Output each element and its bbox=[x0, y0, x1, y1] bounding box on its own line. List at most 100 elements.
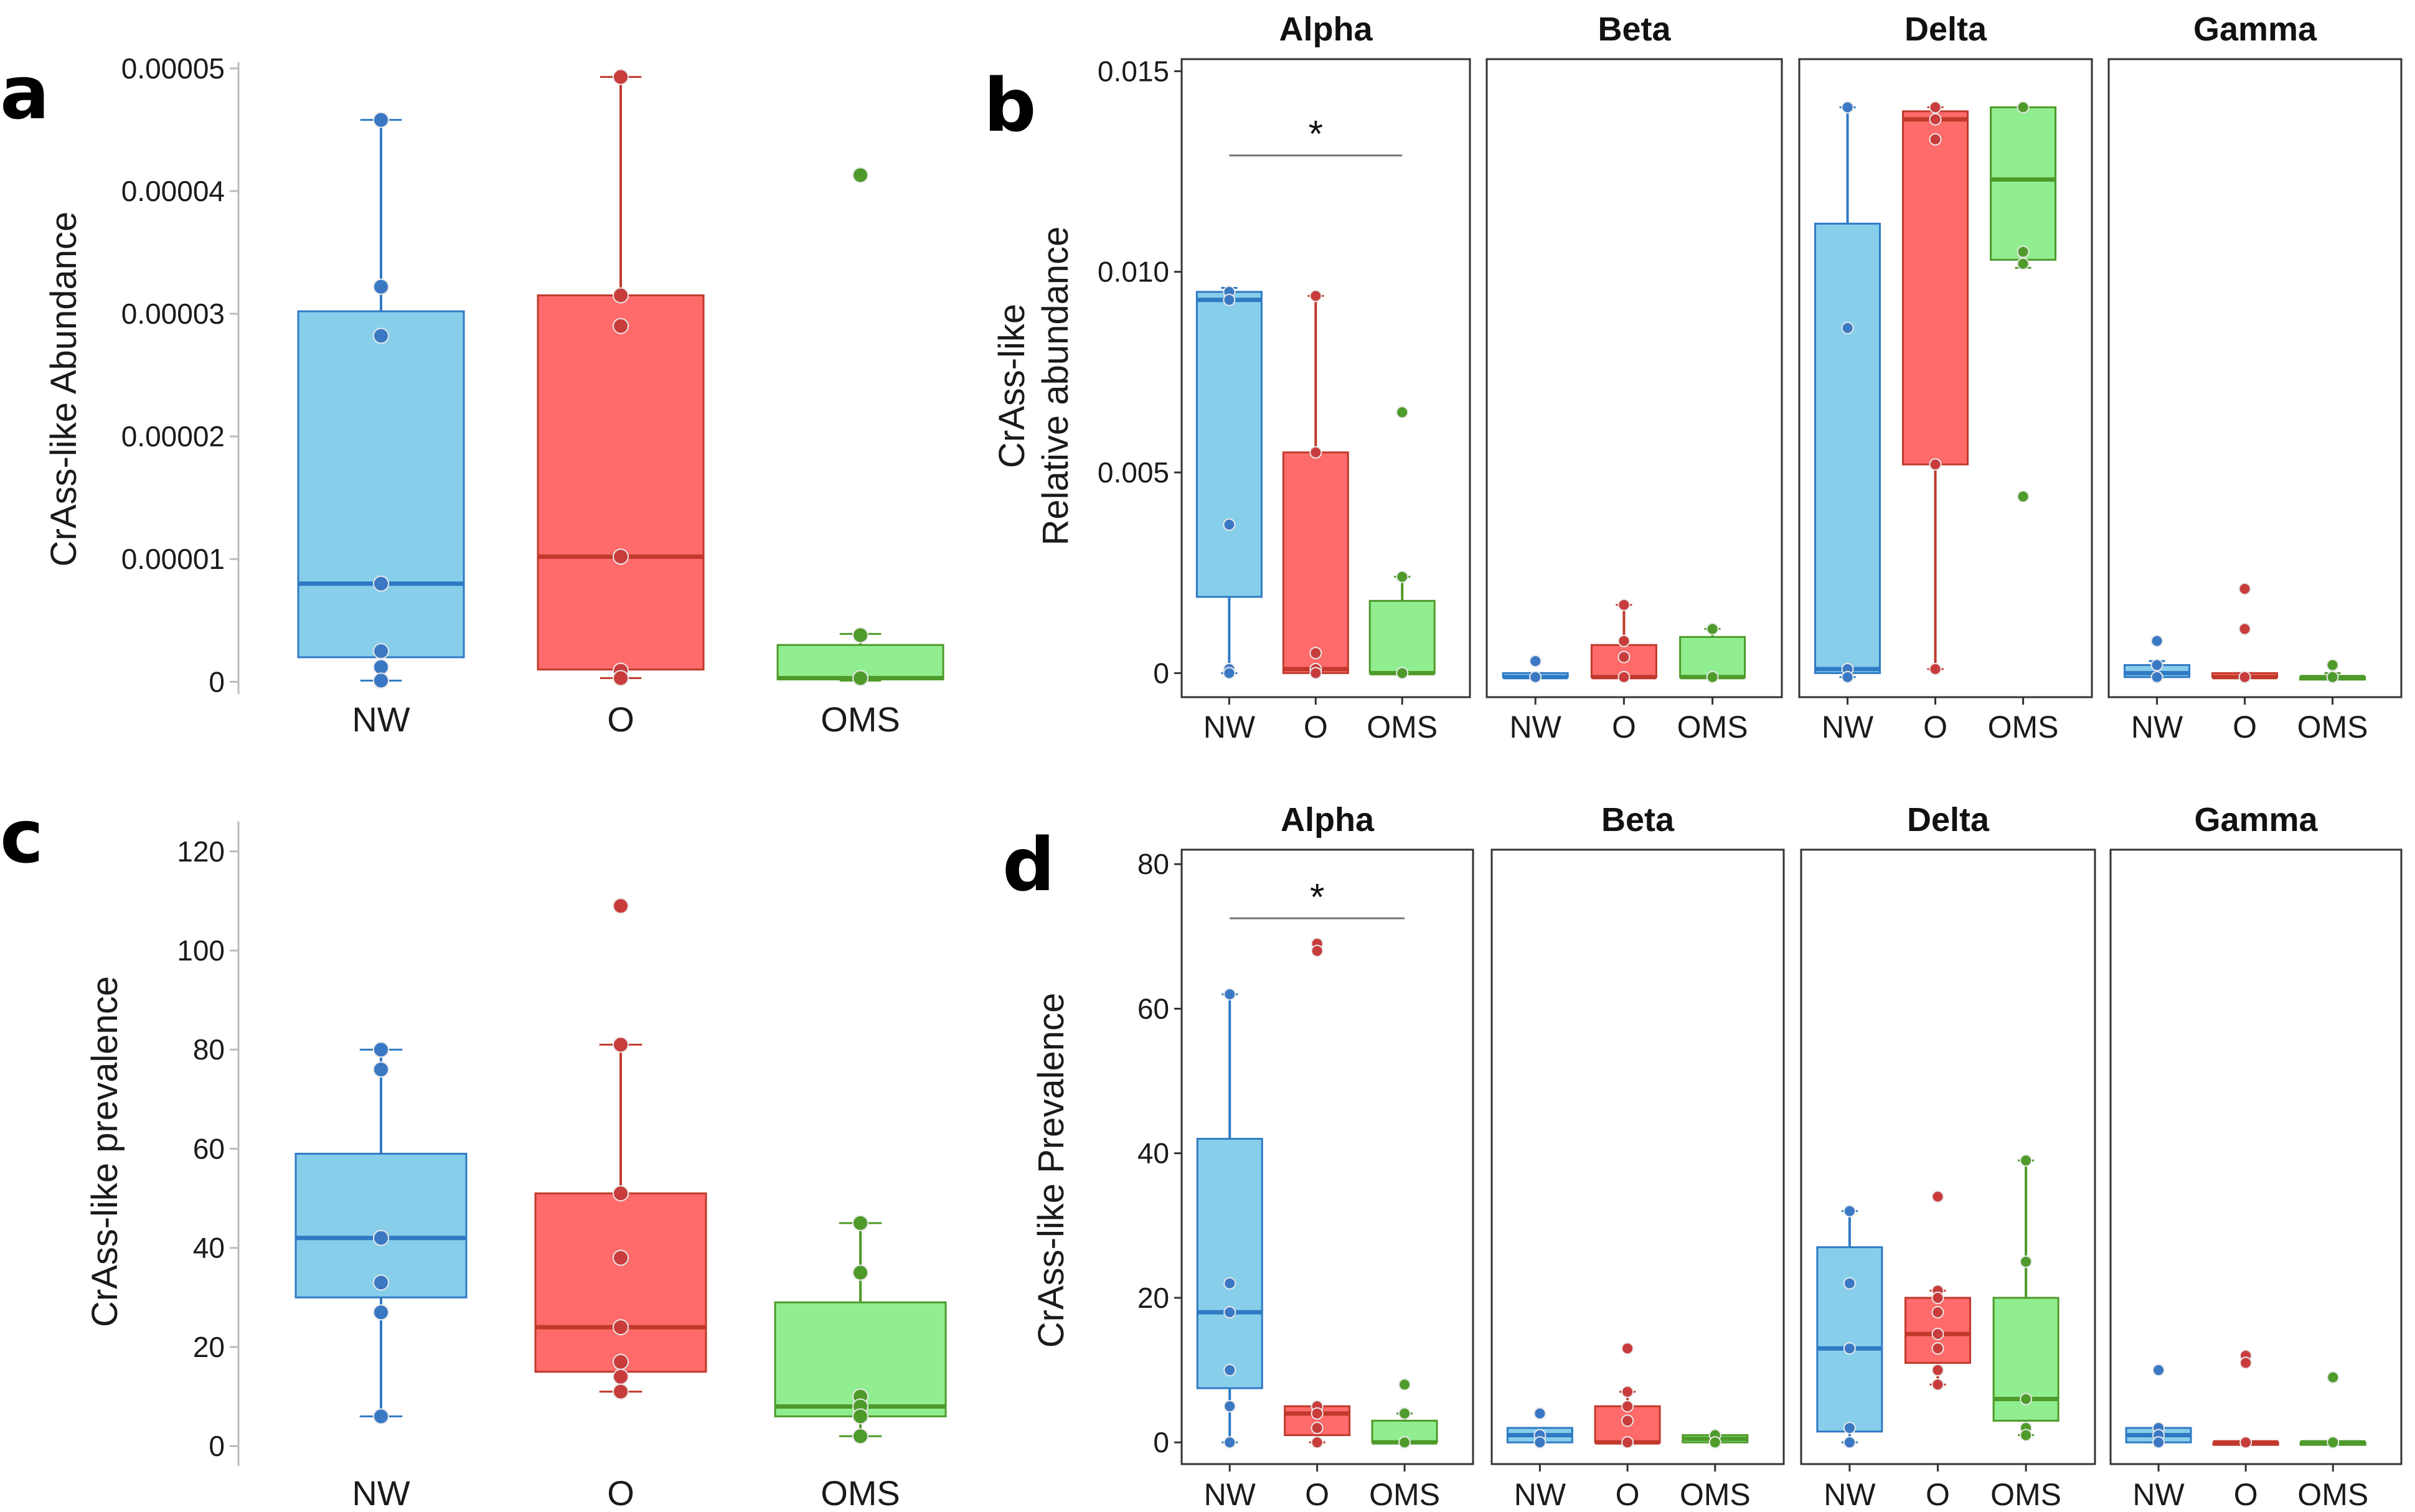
panel-d-facet-delta-title: Delta bbox=[1907, 801, 1990, 838]
panel-d-alpha-oms-outlier-0 bbox=[1398, 1378, 1411, 1391]
panel-d-gamma-x-label-o: O bbox=[2234, 1477, 2258, 1512]
panel-a-oms-point-0 bbox=[852, 627, 869, 644]
panel-c-nw-point-0 bbox=[373, 1041, 389, 1058]
panel-c-oms-point-1 bbox=[852, 1264, 869, 1281]
panel-d-gamma-o-point-0 bbox=[2239, 1436, 2253, 1449]
panel-d-delta-oms-point-0 bbox=[2020, 1154, 2033, 1167]
panel-b-delta-nw-point-3 bbox=[1841, 670, 1854, 683]
panel-d-beta-nw-point-0 bbox=[1533, 1407, 1546, 1420]
panel-b-delta-o-point-4 bbox=[1929, 662, 1942, 675]
panel-label-c: c bbox=[0, 794, 44, 880]
panel-b-plot: 0 0.005 0.010 0.015 Alpha NW O OMS * Beta NW O OMS De… bbox=[1098, 11, 2403, 744]
panel-d-alpha-o-point-1 bbox=[1311, 1407, 1324, 1420]
panel-d-beta-oms-point-1 bbox=[1708, 1436, 1721, 1449]
panel-a-o-point-5 bbox=[613, 670, 629, 687]
panel-b-gamma-oms-point-1 bbox=[2326, 670, 2339, 683]
panel-b-delta-o-box bbox=[1902, 110, 1969, 466]
panel-b-gamma-o-outlier-0 bbox=[2238, 582, 2251, 595]
panel-d-y-tick-label-3: 60 bbox=[1137, 992, 1169, 1025]
panel-b-gamma-x-label-o: O bbox=[2233, 710, 2257, 744]
panel-a-y-tick-label-1: 0.00001 bbox=[121, 543, 225, 575]
panel-b-delta-x-label-o: O bbox=[1923, 710, 1947, 744]
panel-b-facet-beta-title: Beta bbox=[1598, 11, 1671, 48]
panel-c-y-tick-label-2: 40 bbox=[193, 1232, 225, 1264]
panel-b-alpha-x-label-oms: OMS bbox=[1367, 710, 1438, 744]
panel-b-facet-gamma-frame bbox=[2107, 58, 2403, 698]
panel-b-y-tick-label-1: 0.005 bbox=[1098, 456, 1169, 489]
panel-b-facet-beta-frame bbox=[1485, 58, 1783, 698]
panel-d-facet-delta-frame bbox=[1800, 848, 2096, 1465]
panel-a-oms-outlier-0 bbox=[852, 167, 869, 184]
panel-b-gamma-o-point-0 bbox=[2238, 670, 2251, 683]
panel-d-alpha-nw-point-1 bbox=[1223, 1277, 1236, 1290]
panel-b-y-tick-label-2: 0.010 bbox=[1098, 256, 1169, 288]
panel-b-facet-delta-frame bbox=[1798, 58, 2093, 698]
panel-d-delta-o-outlier-0 bbox=[1931, 1190, 1944, 1203]
panel-c-oms-point-4 bbox=[852, 1408, 869, 1425]
panel-d-delta-o-point-1 bbox=[1931, 1291, 1944, 1304]
panel-b-gamma-nw-point-0 bbox=[2150, 634, 2163, 647]
panel-d-delta-o-point-2 bbox=[1931, 1306, 1944, 1319]
panel-a-nw-point-3 bbox=[373, 575, 389, 592]
panel-d-gamma-o-outlier-1 bbox=[2239, 1356, 2253, 1369]
panel-c-y-tick-label-0: 0 bbox=[209, 1430, 225, 1462]
panel-b-beta-o-point-0 bbox=[1617, 598, 1631, 611]
panel-d-delta-o-point-4 bbox=[1931, 1342, 1944, 1355]
panel-d-beta-o-point-2 bbox=[1621, 1414, 1634, 1427]
panel-b-alpha-nw-box bbox=[1195, 291, 1263, 598]
panel-b-alpha-o-point-0 bbox=[1309, 289, 1322, 303]
panel-b-delta-o-point-3 bbox=[1929, 458, 1942, 471]
panel-d-alpha-nw-point-0 bbox=[1223, 988, 1236, 1001]
panel-d-delta-o-point-6 bbox=[1931, 1378, 1944, 1391]
panel-d-delta-nw-point-3 bbox=[1843, 1421, 1856, 1434]
panel-c-y-tick-label-3: 60 bbox=[193, 1132, 225, 1165]
panel-d-y-axis-title: CrAss-like Prevalence bbox=[1031, 993, 1071, 1348]
panel-d-plot: 0 20 40 60 80 Alpha NW O OMS * Beta NW O OMS Delta NW O O… bbox=[1137, 801, 2403, 1512]
panel-d-alpha-nw-point-3 bbox=[1223, 1364, 1236, 1377]
panel-b-delta-oms-point-1 bbox=[2017, 245, 2030, 258]
panel-a-y-tick-label-3: 0.00003 bbox=[121, 298, 225, 330]
panel-d-alpha-oms-point-1 bbox=[1398, 1436, 1411, 1449]
panel-b-alpha-significance-star-0: * bbox=[1309, 113, 1323, 155]
panel-b-facet-alpha-title: Alpha bbox=[1279, 11, 1373, 48]
panel-d-delta-nw-point-2 bbox=[1843, 1342, 1856, 1355]
panel-b-delta-oms-point-2 bbox=[2017, 257, 2030, 270]
panel-c-y-tick-label-5: 100 bbox=[177, 934, 225, 967]
panel-d-delta-nw-point-1 bbox=[1843, 1277, 1856, 1290]
panel-d-alpha-oms-point-0 bbox=[1398, 1407, 1411, 1420]
panel-label-d: d bbox=[1002, 822, 1055, 908]
panel-d-facet-gamma-frame bbox=[2109, 848, 2403, 1465]
panel-a-o-box bbox=[537, 294, 705, 671]
panel-d-gamma-oms-point-0 bbox=[2327, 1436, 2340, 1449]
panel-d-alpha-oms-box bbox=[1371, 1419, 1438, 1444]
panel-b-delta-nw-box bbox=[1814, 222, 1881, 674]
panel-b-y-axis-title-line2: Relative abundance bbox=[1035, 227, 1076, 546]
panel-d-gamma-nw-point-2 bbox=[2152, 1436, 2165, 1449]
panel-d-delta-x-label-o: O bbox=[1926, 1477, 1950, 1512]
panel-c-nw-point-1 bbox=[373, 1061, 389, 1078]
panel-c: c CrAss-like prevalence 0 20 40 60 80 100 120 N… bbox=[0, 794, 947, 1512]
panel-c-plot: 0 20 40 60 80 100 120 NW O OMS bbox=[177, 822, 947, 1512]
panel-d-y-tick-label-0: 0 bbox=[1153, 1426, 1169, 1458]
panel-b-beta-x-label-nw: NW bbox=[1510, 710, 1562, 744]
panel-a-o-point-1 bbox=[613, 287, 629, 304]
panel-c-x-label-nw: NW bbox=[352, 1473, 410, 1512]
panel-d-delta-nw-point-4 bbox=[1843, 1436, 1856, 1449]
panel-a: a CrAss-like Abundance 0 0.00001 0.00002 0.… bbox=[0, 50, 944, 739]
panel-d-alpha-x-label-oms: OMS bbox=[1369, 1477, 1440, 1512]
panel-b-alpha-o-point-4 bbox=[1309, 667, 1322, 680]
panel-b-beta-oms-box bbox=[1679, 636, 1746, 679]
panel-d-delta-nw-box bbox=[1816, 1246, 1883, 1433]
panel-a-x-label-nw: NW bbox=[352, 700, 410, 739]
panel-b-beta-oms-point-0 bbox=[1706, 622, 1719, 636]
panel-b-gamma-o-outlier-1 bbox=[2238, 622, 2251, 636]
panel-c-o-point-0 bbox=[613, 1036, 629, 1053]
panel-b-alpha-o-point-1 bbox=[1309, 446, 1322, 459]
panel-d-beta-o-point-1 bbox=[1621, 1400, 1634, 1413]
panel-b-delta-nw-point-0 bbox=[1841, 101, 1854, 114]
panel-d-delta-oms-point-4 bbox=[2020, 1429, 2033, 1442]
panel-a-nw-point-6 bbox=[373, 672, 389, 689]
panel-b-alpha-oms-point-0 bbox=[1396, 570, 1409, 583]
panel-a-y-tick-label-4: 0.00004 bbox=[121, 175, 225, 207]
panel-d-delta-oms-point-1 bbox=[2020, 1255, 2033, 1268]
